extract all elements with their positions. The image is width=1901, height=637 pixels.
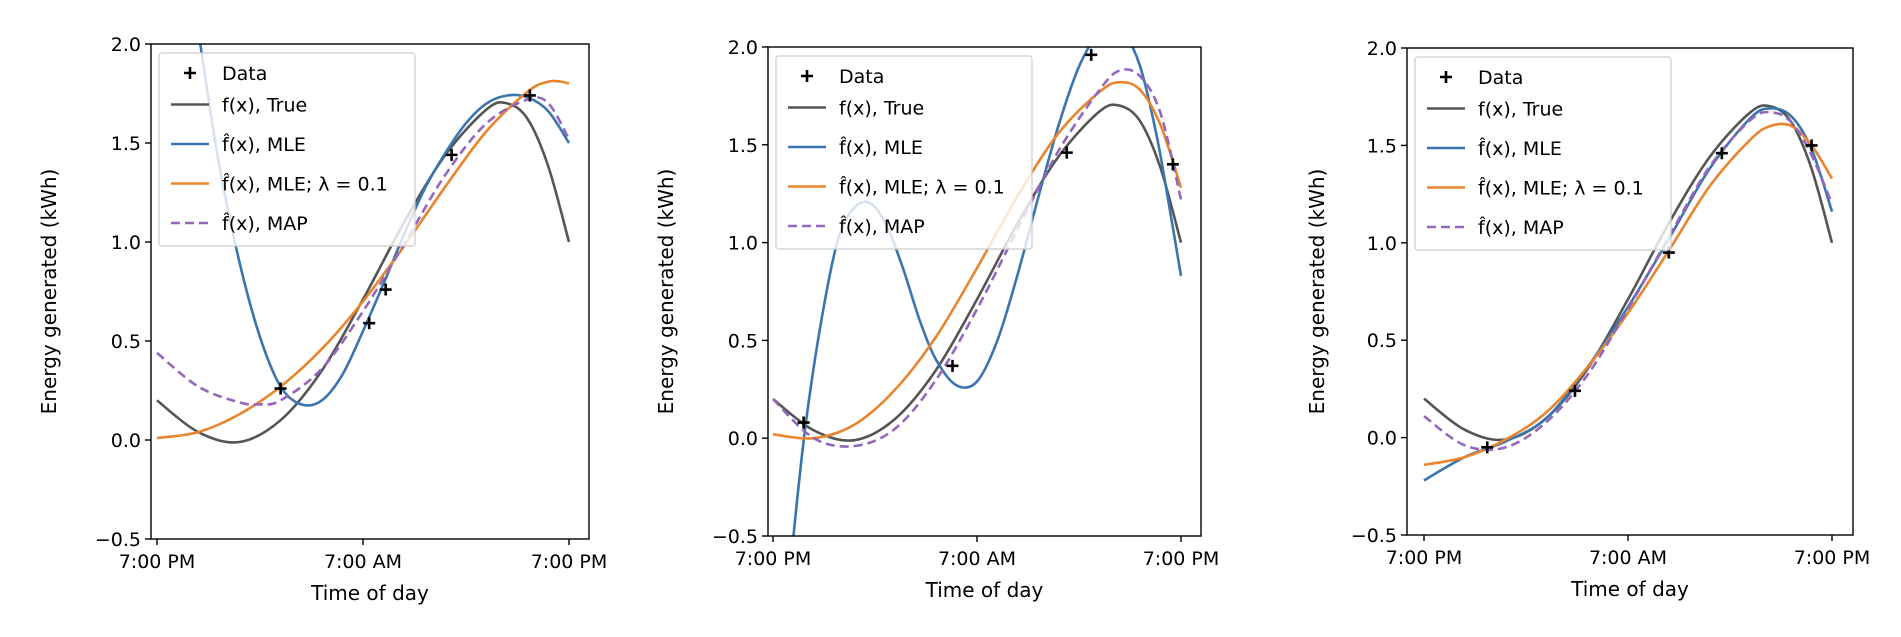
subplot-right: −0.5 0.0 0.5 1.0 1.5 2.0 7:00 PM 7:00 AM 7:00 PM… <box>1305 38 1870 601</box>
series-line-1 <box>198 44 571 407</box>
y-tick-label: −0.5 <box>95 529 141 551</box>
y-tick-label: 2.0 <box>728 37 758 59</box>
x-tick-label: 7:00 AM <box>938 548 1016 570</box>
x-axis-label: Time of day <box>1570 577 1689 601</box>
x-axis-label: Time of day <box>925 578 1044 602</box>
legend-label: f̂(x), MAP <box>839 216 925 238</box>
data-point <box>1085 48 1098 61</box>
data-markers <box>797 48 1179 429</box>
data-point <box>946 359 959 372</box>
x-tick-label: 7:00 PM <box>1794 547 1871 569</box>
legend-marker-data <box>1440 71 1452 83</box>
data-point <box>1715 147 1728 160</box>
y-tick-label: 2.0 <box>111 34 141 56</box>
legend-box <box>1414 56 1672 251</box>
subplot-left: −0.5 0.0 0.5 1.0 1.5 2.0 7:00 PM 7:00 AM 7:00 PM… <box>37 34 607 605</box>
legend-label: Data <box>1478 67 1523 89</box>
data-point <box>363 317 376 330</box>
y-tick-label: 2.0 <box>1367 38 1397 60</box>
y-tick-label: 1.5 <box>111 133 141 155</box>
legend-label: Data <box>839 66 884 88</box>
legend-box <box>158 52 416 247</box>
data-markers <box>274 89 536 395</box>
legend-box <box>775 55 1033 250</box>
axes-frame <box>1406 47 1854 536</box>
y-tick-label: 0.5 <box>728 330 758 352</box>
data-point <box>1166 158 1179 171</box>
x-axis-label: Time of day <box>310 581 429 605</box>
y-tick-label: 1.5 <box>1367 135 1397 157</box>
y-axis-label: Energy generated (kWh) <box>654 169 678 415</box>
legend-marker-data <box>801 70 813 82</box>
y-tick-label: −0.5 <box>1351 525 1397 547</box>
legend: Data f(x), True f̂(x), MLE f̂(x), MLE; λ = … <box>158 52 416 247</box>
data-point <box>523 89 536 102</box>
y-tick-label: −0.5 <box>712 526 758 548</box>
legend-marker-data <box>184 67 196 79</box>
legend: Data f(x), True f̂(x), MLE f̂(x), MLE; λ = … <box>1414 56 1672 251</box>
legend-label: f̂(x), MLE <box>839 137 923 159</box>
axes-frame <box>767 46 1202 537</box>
legend-label: f̂(x), MAP <box>1478 217 1564 239</box>
data-point <box>1060 146 1073 159</box>
data-point <box>379 283 392 296</box>
y-tick-label: 0.0 <box>728 428 758 450</box>
x-tick-label: 7:00 PM <box>735 548 812 570</box>
y-axis-label: Energy generated (kWh) <box>1305 169 1329 415</box>
y-tick-label: 0.5 <box>111 331 141 353</box>
legend-label: f̂(x), MLE; λ = 0.1 <box>222 173 388 195</box>
legend-label: f(x), True <box>1478 99 1563 121</box>
data-point <box>445 148 458 161</box>
axes-frame <box>150 43 590 540</box>
data-point <box>1805 139 1818 152</box>
y-axis-label: Energy generated (kWh) <box>37 169 61 415</box>
subplot-middle: −0.5 0.0 0.5 1.0 1.5 2.0 7:00 PM 7:00 AM 7:00 PM… <box>654 37 1220 602</box>
data-point <box>1481 441 1494 454</box>
series-line-3 <box>1423 110 1834 452</box>
legend-label: f(x), True <box>839 98 924 120</box>
legend: Data f(x), True f̂(x), MLE f̂(x), MLE; λ = … <box>775 55 1033 250</box>
legend-label: f̂(x), MLE; λ = 0.1 <box>839 176 1005 198</box>
y-tick-label: 0.0 <box>1367 428 1397 450</box>
x-tick-label: 7:00 AM <box>1589 547 1667 569</box>
data-point <box>797 416 810 429</box>
x-tick-label: 7:00 AM <box>324 551 402 573</box>
x-tick-label: 7:00 PM <box>1386 547 1463 569</box>
y-tick-label: 1.0 <box>1367 233 1397 255</box>
y-tick-label: 1.0 <box>728 233 758 255</box>
x-tick-label: 7:00 PM <box>531 551 608 573</box>
y-tick-label: 1.5 <box>728 135 758 157</box>
series-line-3 <box>156 96 571 406</box>
y-tick-label: 0.5 <box>1367 330 1397 352</box>
legend-label: f̂(x), MAP <box>222 213 308 235</box>
legend-label: Data <box>222 63 267 85</box>
legend-label: f(x), True <box>222 95 307 117</box>
y-tick-label: 0.0 <box>111 430 141 452</box>
legend-label: f̂(x), MLE <box>1478 138 1562 160</box>
x-tick-label: 7:00 PM <box>119 551 196 573</box>
legend-label: f̂(x), MLE; λ = 0.1 <box>1478 177 1644 199</box>
y-tick-label: 1.0 <box>111 232 141 254</box>
x-tick-label: 7:00 PM <box>1143 548 1220 570</box>
data-point <box>274 382 287 395</box>
data-point <box>1568 384 1581 397</box>
legend-label: f̂(x), MLE <box>222 134 306 156</box>
